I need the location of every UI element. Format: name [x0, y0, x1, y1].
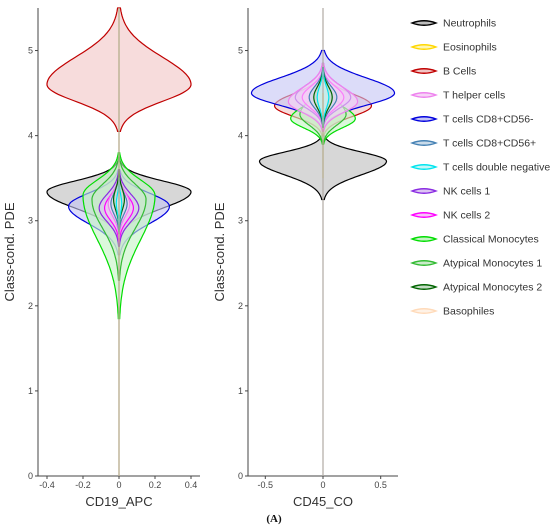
y-tick-label: 0	[238, 471, 243, 481]
y-tick-label: 1	[28, 386, 33, 396]
legend-swatch	[410, 308, 438, 314]
y-tick-label: 3	[238, 216, 243, 226]
legend-swatch	[410, 20, 438, 26]
legend-swatch	[410, 92, 438, 98]
y-tick-label: 4	[28, 131, 33, 141]
x-axis-title: CD19_APC	[85, 494, 152, 509]
legend-item-t-cells-cd8-cd56: T cells CD8+CD56-	[410, 114, 534, 126]
legend-swatch	[410, 236, 438, 242]
legend-item-nk-cells-2: NK cells 2	[410, 210, 490, 222]
legend-swatch	[410, 212, 438, 218]
legend-swatch	[410, 188, 438, 194]
legend-item-eosinophils: Eosinophils	[410, 42, 497, 54]
legend-item-basophiles: Basophiles	[410, 306, 494, 318]
x-tick-label: 0.2	[149, 480, 162, 490]
legend-label: T helper cells	[443, 90, 505, 102]
violin-panel-cd45: 0 1 2 3 4 5 -0.5 0 0.5 CD45_CO Class-cond. PDE	[212, 8, 398, 509]
legend-swatch	[410, 164, 438, 170]
violin-panel-cd19: 0 1 2 3 4 5 -0.4 -0.2 0 0.2 0.4 CD19_APC Class-cond.…	[2, 7, 200, 509]
legend-item-t-cells-cd8-cd56: T cells CD8+CD56+	[410, 138, 536, 150]
legend-item-atypical-monocytes-1: Atypical Monocytes 1	[410, 258, 542, 270]
legend-label: B Cells	[443, 66, 476, 78]
legend-swatch	[410, 44, 438, 50]
legend-label: Basophiles	[443, 306, 494, 318]
x-tick-label: -0.2	[75, 480, 91, 490]
legend-swatch	[410, 140, 438, 146]
legend-label: Atypical Monocytes 1	[443, 258, 542, 270]
legend-item-b-cells: B Cells	[410, 66, 476, 78]
y-tick-label: 2	[28, 301, 33, 311]
y-axis-title: Class-cond. PDE	[2, 202, 17, 301]
legend-label: Classical Monocytes	[443, 234, 539, 246]
y-tick-label: 1	[238, 386, 243, 396]
x-tick-label: 0.4	[185, 480, 198, 490]
legend-item-t-cells-double-negative: T cells double negative	[410, 162, 550, 174]
legend-swatch	[410, 284, 438, 290]
y-tick-label: 0	[28, 471, 33, 481]
x-tick-label: -0.4	[39, 480, 55, 490]
x-tick-label: 0	[320, 480, 325, 490]
x-tick-label: 0.5	[374, 480, 387, 490]
legend-swatch	[410, 116, 438, 122]
legend-item-nk-cells-1: NK cells 1	[410, 186, 490, 198]
legend-item-neutrophils: Neutrophils	[410, 18, 496, 30]
x-axis-title: CD45_CO	[293, 494, 353, 509]
figure-caption: (A)	[266, 513, 282, 525]
legend-label: Neutrophils	[443, 18, 496, 30]
legend-label: T cells double negative	[443, 162, 550, 174]
legend-label: T cells CD8+CD56-	[443, 114, 534, 126]
legend-label: Atypical Monocytes 2	[443, 282, 542, 294]
legend-swatch	[410, 68, 438, 74]
legend-label: NK cells 1	[443, 186, 490, 198]
x-tick-label: 0	[116, 480, 121, 490]
y-axis-title: Class-cond. PDE	[212, 202, 227, 301]
x-tick-label: -0.5	[258, 480, 274, 490]
legend-label: NK cells 2	[443, 210, 490, 222]
y-tick-label: 5	[28, 46, 33, 56]
y-tick-label: 5	[238, 46, 243, 56]
legend: Neutrophils Eosinophils B Cells T helper ce…	[410, 18, 550, 318]
y-tick-label: 3	[28, 216, 33, 226]
y-tick-label: 4	[238, 131, 243, 141]
legend-swatch	[410, 260, 438, 266]
legend-item-t-helper-cells: T helper cells	[410, 90, 505, 102]
y-tick-label: 2	[238, 301, 243, 311]
legend-item-classical-monocytes: Classical Monocytes	[410, 234, 539, 246]
legend-label: T cells CD8+CD56+	[443, 138, 536, 150]
legend-item-atypical-monocytes-2: Atypical Monocytes 2	[410, 282, 542, 294]
legend-label: Eosinophils	[443, 42, 497, 54]
